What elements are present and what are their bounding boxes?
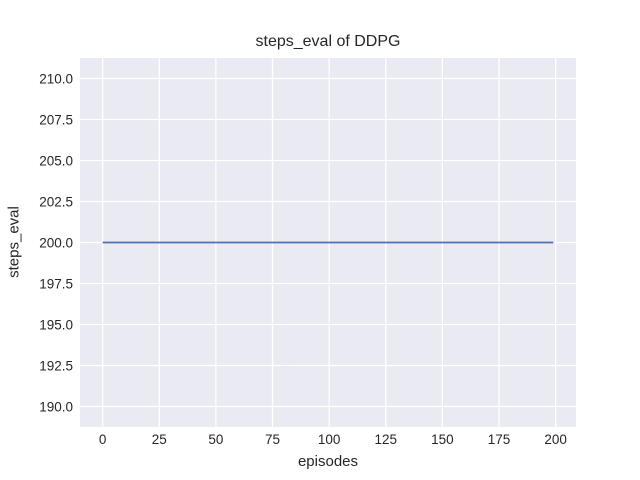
y-tick-label: 195.0: [39, 317, 73, 332]
y-axis-label: steps_eval: [5, 206, 23, 278]
y-tick-label: 197.5: [39, 276, 73, 291]
y-tick-label: 202.5: [39, 194, 73, 209]
x-axis-label: episodes: [297, 453, 359, 470]
y-tick-label: 190.0: [39, 399, 73, 414]
y-tick-label: 205.0: [39, 153, 73, 168]
x-tick-label: 0: [98, 432, 107, 447]
x-tick-label: 75: [264, 432, 281, 447]
x-tick-label: 175: [487, 432, 511, 447]
x-tick-label: 150: [431, 432, 454, 447]
y-tick-label: 207.5: [39, 112, 73, 127]
chart-title: steps_eval of DDPG: [255, 33, 401, 50]
y-tick-label: 210.0: [39, 71, 73, 86]
y-tick-label: 192.5: [39, 358, 73, 373]
x-tick-label: 50: [208, 432, 224, 447]
plot-area: [80, 58, 576, 427]
plot-canvas: [80, 58, 576, 427]
x-tick-label: 200: [544, 432, 567, 447]
y-tick-label: 200.0: [39, 235, 73, 250]
x-tick-label: 25: [151, 432, 167, 447]
x-tick-label: 100: [317, 432, 341, 447]
x-tick-label: 125: [374, 432, 398, 447]
